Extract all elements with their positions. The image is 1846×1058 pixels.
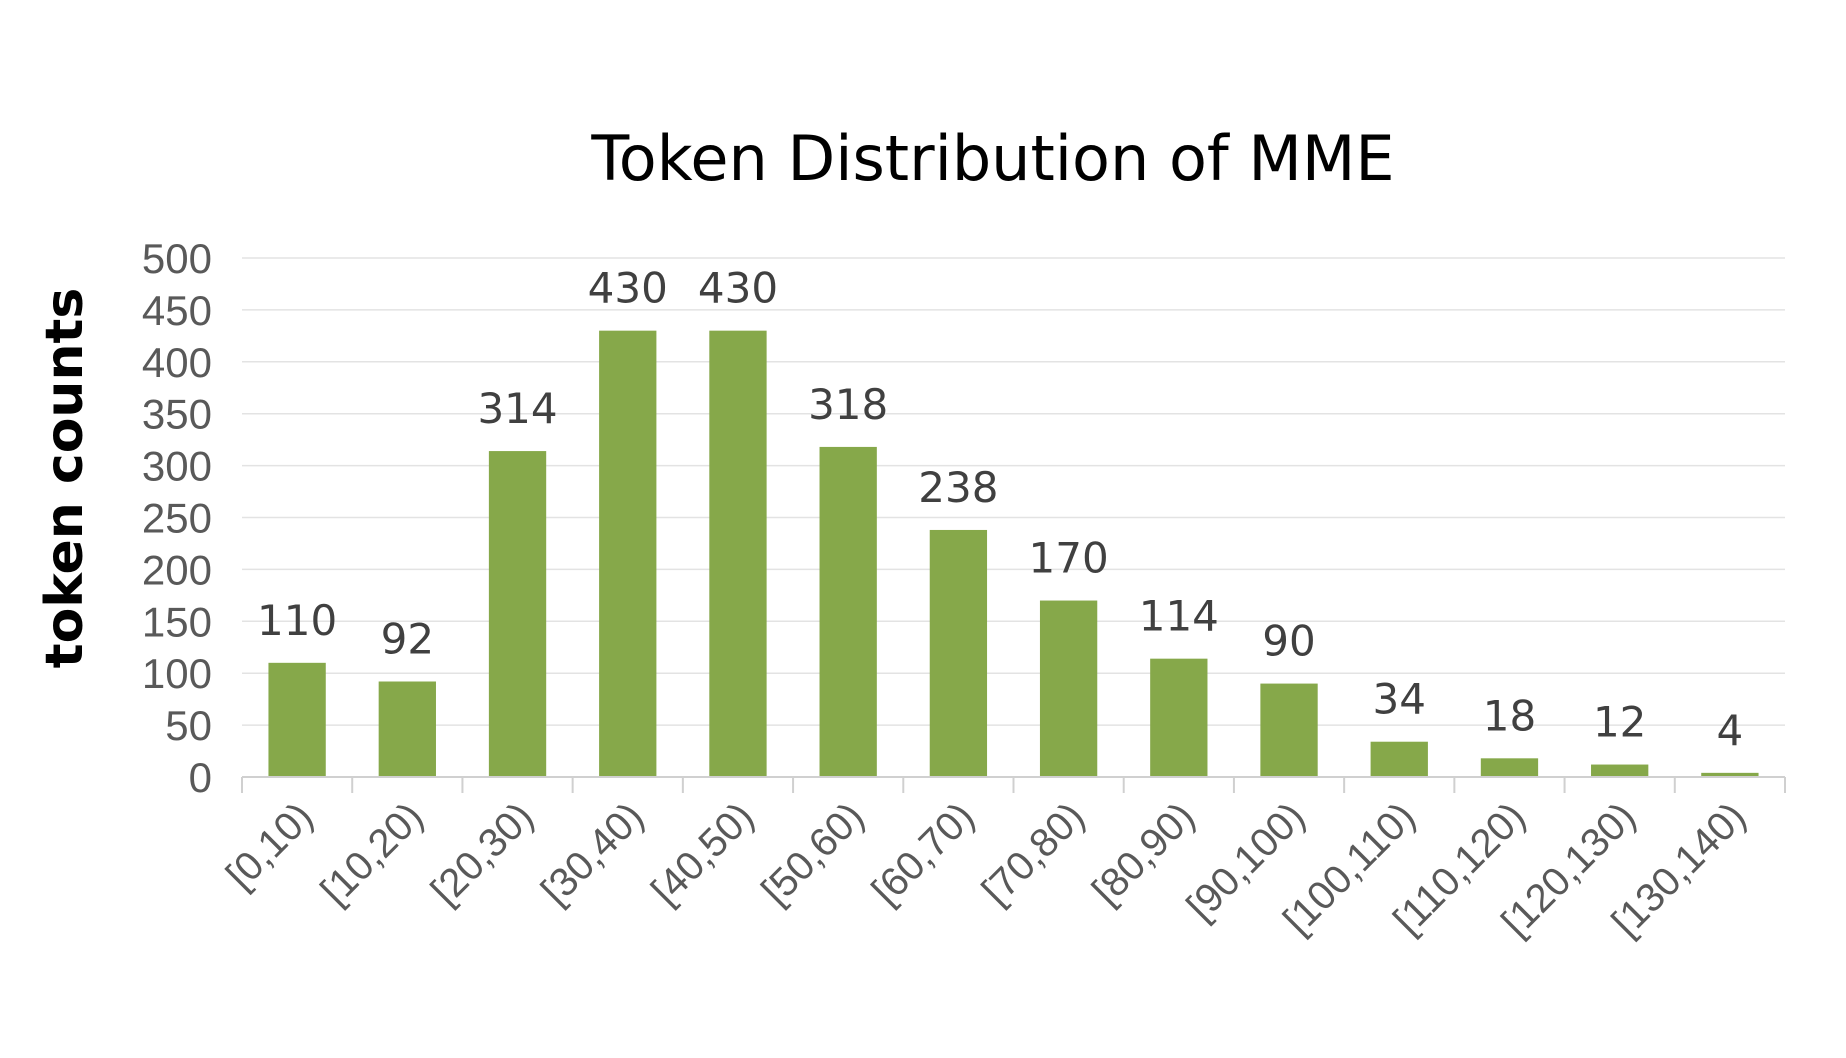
bar [709, 330, 767, 777]
data-label: 12 [1593, 698, 1646, 747]
x-tick-label: [10,20) [313, 794, 432, 913]
data-label: 34 [1373, 675, 1426, 724]
y-tick-label: 250 [142, 495, 212, 542]
x-tick-label: [40,50) [643, 794, 762, 913]
data-label: 238 [918, 463, 998, 512]
x-tick-label: [70,80) [974, 794, 1093, 913]
x-tick-label: [30,40) [533, 794, 652, 913]
y-tick-label: 350 [142, 391, 212, 438]
bar [488, 451, 547, 777]
y-tick-label: 50 [165, 702, 212, 749]
data-label: 4 [1717, 706, 1744, 755]
gridlines [242, 257, 1785, 726]
y-tick-label: 300 [142, 443, 212, 490]
data-label: 314 [477, 384, 557, 433]
x-tick-label: [60,70) [864, 794, 983, 913]
y-tick-label: 500 [142, 235, 212, 282]
bar [268, 662, 326, 777]
bar [1701, 772, 1759, 777]
x-tick-label: [50,60) [753, 794, 872, 913]
x-tick-label: [0,10) [218, 794, 321, 897]
x-tick-label: [20,30) [423, 794, 542, 913]
bar [1260, 683, 1318, 777]
data-label: 430 [698, 264, 778, 313]
data-label: 18 [1483, 691, 1536, 740]
x-axis-ticks: [0,10)[10,20)[20,30)[30,40)[40,50)[50,60… [218, 794, 1754, 945]
data-labels: 110 92 314 430 430 318 238 170 114 90 34 18 12 4 [257, 264, 1743, 755]
data-label: 110 [257, 596, 337, 645]
data-label: 90 [1262, 617, 1315, 666]
bar [819, 446, 877, 777]
data-label: 318 [808, 380, 888, 429]
x-axis [241, 776, 1786, 793]
bars [268, 330, 1759, 777]
y-tick-label: 100 [142, 650, 212, 697]
bar [1039, 600, 1098, 777]
y-tick-label: 200 [142, 546, 212, 593]
data-label: 114 [1139, 592, 1219, 641]
bar [929, 529, 988, 777]
y-tick-label: 0 [189, 754, 212, 801]
y-tick-label: 150 [142, 598, 212, 645]
bar [1370, 741, 1428, 777]
bar [599, 330, 657, 777]
chart-title: Token Distribution of MME [590, 122, 1394, 195]
y-tick-label: 450 [142, 287, 212, 334]
bar [1591, 764, 1649, 777]
y-axis-label: token counts [35, 288, 95, 669]
data-label: 430 [588, 264, 668, 313]
y-tick-label: 400 [142, 339, 212, 386]
data-label: 92 [381, 615, 434, 664]
bar [378, 681, 436, 777]
bar [1480, 758, 1539, 777]
bar [1150, 658, 1208, 777]
data-label: 170 [1029, 534, 1109, 583]
